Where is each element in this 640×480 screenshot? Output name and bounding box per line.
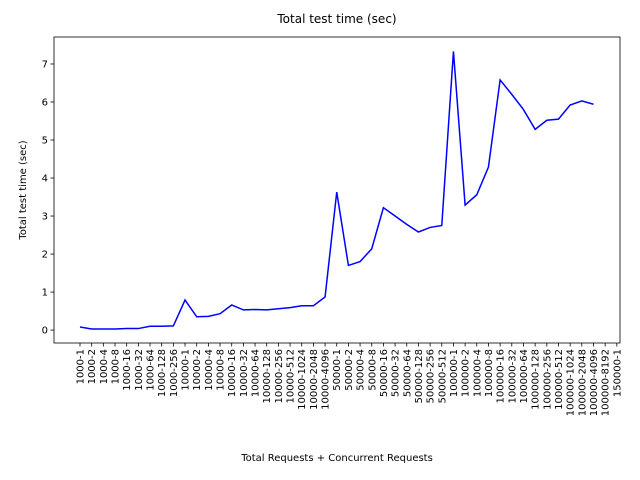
x-tick-label: 50000-64 xyxy=(402,349,413,397)
x-tick-label: 50000-512 xyxy=(437,349,448,404)
x-tick-label: 1000-2 xyxy=(87,349,98,384)
x-tick-label: 50000-256 xyxy=(426,349,437,404)
x-tick-label: 10000-1024 xyxy=(297,349,308,410)
x-tick-label: 100000-32 xyxy=(507,349,518,404)
x-tick-label: 100000-64 xyxy=(519,349,530,404)
y-tick-label: 3 xyxy=(42,212,48,223)
plot-frame xyxy=(53,36,621,344)
y-axis-label: Total test time (sec) xyxy=(18,140,29,240)
x-tick-label: 150000-1 xyxy=(612,349,623,397)
x-tick-label: 50000-16 xyxy=(379,349,390,397)
x-tick-label: 100000-4096 xyxy=(589,349,600,416)
x-tick-label: 100000-8 xyxy=(484,349,495,397)
x-tick-label: 100000-512 xyxy=(554,349,565,410)
x-tick-label: 50000-128 xyxy=(414,349,425,404)
x-tick-label: 50000-32 xyxy=(391,349,402,397)
x-tick-label: 100000-8192 xyxy=(601,349,612,416)
x-tick-label: 10000-2 xyxy=(192,349,203,391)
x-tick-label: 1000-256 xyxy=(169,349,180,397)
x-tick-label: 10000-4096 xyxy=(321,349,332,410)
x-tick-label: 1000-64 xyxy=(146,349,157,391)
x-tick-label: 100000-2048 xyxy=(577,349,588,416)
x-tick-label: 50000-1 xyxy=(332,349,343,391)
x-tick-label: 1000-1 xyxy=(76,349,87,384)
x-tick-label: 50000-2 xyxy=(344,349,355,391)
x-tick-label: 10000-1 xyxy=(181,349,192,391)
x-tick-label: 10000-8 xyxy=(216,349,227,391)
x-tick-label: 10000-128 xyxy=(262,349,273,404)
x-tick-label: 100000-1024 xyxy=(566,349,577,416)
x-tick-label: 10000-2048 xyxy=(309,349,320,410)
y-tick-label: 1 xyxy=(42,288,48,299)
x-tick-label: 100000-128 xyxy=(531,349,542,410)
y-tick-label: 0 xyxy=(42,326,48,337)
x-tick-label: 10000-4 xyxy=(204,349,215,391)
x-tick-label: 100000-4 xyxy=(472,349,483,397)
x-axis-label: Total Requests + Concurrent Requests xyxy=(240,453,433,464)
x-tick-label: 10000-64 xyxy=(251,349,262,397)
y-tick-label: 6 xyxy=(42,98,48,109)
x-tick-label: 50000-4 xyxy=(356,349,367,391)
y-tick-label: 5 xyxy=(42,136,48,147)
x-tick-label: 100000-1 xyxy=(449,349,460,397)
x-tick-label: 1000-4 xyxy=(99,349,110,384)
y-tick-label: 2 xyxy=(42,250,48,261)
y-tick-label: 4 xyxy=(42,174,48,185)
x-tick-label: 1000-16 xyxy=(122,349,133,391)
x-tick-label: 10000-32 xyxy=(239,349,250,397)
x-tick-label: 100000-2 xyxy=(461,349,472,397)
x-tick-label: 1000-8 xyxy=(111,349,122,384)
x-tick-label: 1000-128 xyxy=(157,349,168,397)
x-tick-label: 10000-512 xyxy=(286,349,297,404)
x-tick-label: 100000-16 xyxy=(496,349,507,404)
x-tick-label: 50000-8 xyxy=(367,349,378,391)
x-tick-label: 1000-32 xyxy=(134,349,145,391)
chart-title: Total test time (sec) xyxy=(276,12,396,26)
x-tick-label: 10000-16 xyxy=(227,349,238,397)
y-tick-label: 7 xyxy=(42,59,48,70)
x-tick-label: 10000-256 xyxy=(274,349,285,404)
x-tick-label: 100000-256 xyxy=(542,349,553,410)
data-line xyxy=(79,51,594,330)
